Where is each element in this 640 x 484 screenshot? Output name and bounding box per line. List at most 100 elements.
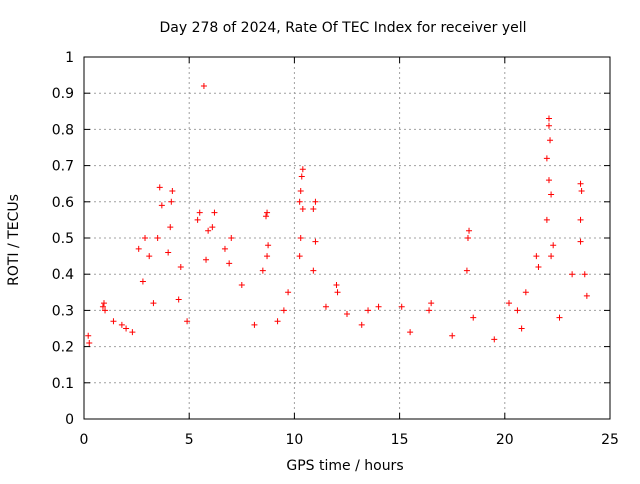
data-point [102, 307, 109, 314]
data-point [85, 332, 92, 339]
x-tick-label: 15 [391, 432, 409, 448]
y-tick-label: 1 [65, 50, 74, 66]
data-point [464, 235, 471, 241]
y-tick-label: 0.8 [52, 122, 74, 138]
data-point [203, 256, 210, 263]
data-point [491, 336, 498, 343]
data-point [375, 303, 382, 310]
data-point [449, 332, 456, 339]
data-point [299, 206, 306, 213]
data-point [167, 224, 174, 231]
data-point [146, 253, 153, 260]
data-point [550, 242, 557, 249]
data-point [264, 253, 271, 260]
data-point [548, 253, 555, 260]
y-tick-label: 0.5 [52, 231, 74, 247]
y-tick-label: 0.1 [52, 376, 74, 392]
data-point [110, 318, 117, 325]
data-point [556, 314, 563, 321]
data-point [578, 187, 585, 194]
data-point [545, 115, 552, 122]
data-point [221, 245, 228, 252]
y-tick-label: 0.6 [52, 195, 74, 211]
data-point [535, 263, 542, 270]
data-point [297, 187, 304, 194]
data-point [99, 303, 106, 310]
data-point [265, 242, 272, 249]
data-point [139, 278, 146, 285]
data-point [177, 263, 184, 270]
data-point [86, 339, 93, 346]
data-point [466, 227, 473, 234]
data-point [158, 202, 165, 209]
data-point [312, 198, 319, 205]
data-point [129, 329, 136, 336]
x-tick-label: 0 [80, 432, 89, 448]
data-point [211, 209, 218, 216]
data-point [463, 267, 470, 274]
data-point [514, 307, 521, 314]
data-point [543, 216, 550, 223]
data-point [299, 166, 306, 173]
data-point [577, 180, 584, 187]
data-point [407, 329, 414, 336]
x-tick-label: 25 [601, 432, 619, 448]
data-point [506, 300, 513, 307]
data-point [228, 235, 235, 241]
data-point [165, 249, 172, 256]
data-point [296, 198, 303, 205]
x-tick-label: 10 [285, 432, 303, 448]
y-axis-label: ROTI / TECUs [6, 194, 22, 286]
data-point [426, 307, 433, 314]
data-point [142, 235, 149, 241]
data-point [264, 209, 271, 216]
data-point [334, 289, 341, 296]
x-axis-label: GPS time / hours [286, 458, 403, 474]
y-tick-label: 0.4 [52, 267, 74, 283]
data-point [209, 224, 216, 231]
y-tick-label: 0.9 [52, 86, 74, 102]
data-point [577, 216, 584, 223]
data-point [548, 191, 555, 198]
data-point [398, 303, 405, 310]
data-point [522, 289, 529, 296]
x-tick-label: 5 [185, 432, 194, 448]
data-point [118, 321, 125, 328]
data-point [285, 289, 292, 296]
data-point [123, 325, 130, 332]
data-point [310, 267, 317, 274]
data-point [194, 216, 201, 223]
data-point [251, 321, 258, 328]
data-point [470, 314, 477, 321]
data-point [156, 184, 163, 191]
data-point [226, 260, 233, 267]
data-point [274, 318, 281, 325]
data-point [238, 282, 245, 289]
data-point [322, 303, 329, 310]
data-point [333, 282, 340, 289]
data-point [280, 307, 287, 314]
data-point [545, 177, 552, 184]
y-tick-label: 0.3 [52, 303, 74, 319]
data-layer [85, 82, 590, 346]
data-point [577, 238, 584, 245]
data-point [175, 296, 182, 303]
data-point [135, 245, 142, 252]
data-point [310, 206, 317, 213]
data-point [200, 82, 207, 89]
data-point [184, 318, 191, 325]
y-tick-label: 0 [65, 412, 74, 428]
y-tick-label: 0.2 [52, 340, 74, 356]
data-point [428, 300, 435, 307]
data-point [100, 300, 107, 307]
data-point [344, 311, 350, 318]
data-point [545, 122, 552, 129]
tick-layer: 00.10.20.30.40.50.60.70.80.910 5 10 15 20 25 [52, 50, 619, 448]
grid-layer [84, 57, 610, 419]
data-point [296, 253, 303, 260]
data-point [205, 227, 212, 234]
data-point [365, 307, 372, 314]
data-point [262, 213, 269, 220]
